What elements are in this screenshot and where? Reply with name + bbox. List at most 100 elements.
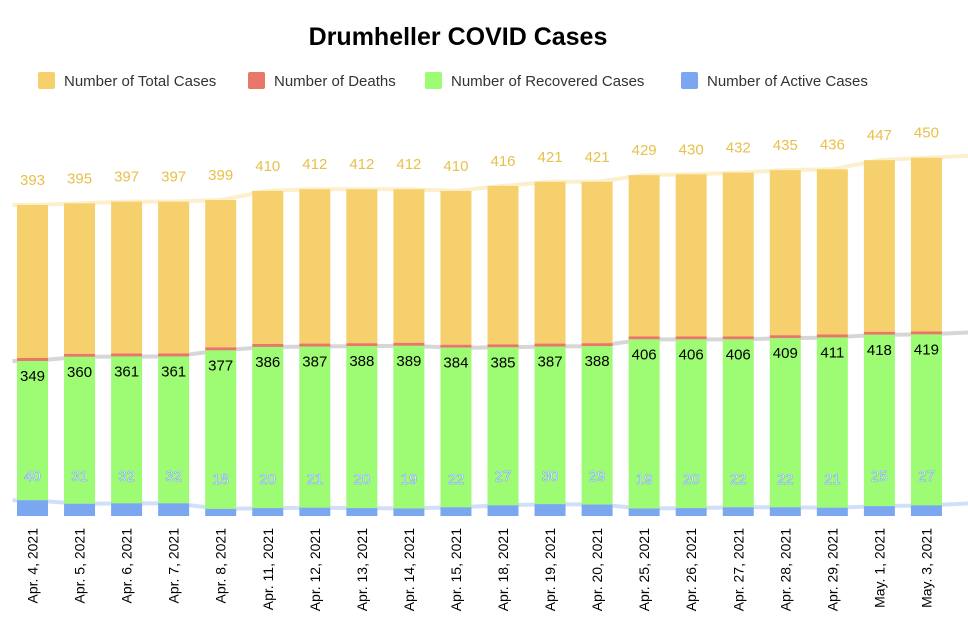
legend-swatch-2 [425,72,442,89]
bar-total [205,200,237,348]
bar-total [252,190,284,344]
label-total: 397 [161,169,186,186]
bar-active [205,508,237,516]
x-tick-label: Apr. 19, 2021 [542,528,558,612]
bar-deaths [158,353,190,357]
bar-total [346,189,378,344]
label-active: 27 [918,468,935,485]
x-tick-label: Apr. 12, 2021 [307,528,323,612]
label-total: 447 [867,127,892,144]
label-recovered: 388 [585,353,610,370]
label-active: 20 [354,471,371,488]
trend-active [12,498,968,511]
bar-active [440,507,472,516]
bar-active [487,505,519,516]
bar-recovered [252,346,284,509]
bar-recovered [299,346,331,508]
bar-total [816,169,848,335]
legend-swatch-3 [681,72,698,89]
bar-recovered [205,350,237,509]
bar-active [863,506,895,516]
bar-recovered [64,356,96,504]
label-total: 412 [349,156,374,173]
legend-label-0: Number of Total Cases [64,73,216,90]
legend: Number of Total Cases Number of Deaths Num… [38,72,868,90]
label-total: 399 [208,167,233,184]
bar-active [910,505,942,516]
bar-recovered [17,361,48,501]
label-active: 40 [24,468,41,485]
bar-active [393,508,425,516]
label-active: 20 [683,471,700,488]
label-recovered: 349 [20,368,45,385]
bar-deaths [534,343,566,347]
bar-total [440,190,472,345]
bar-total [675,174,707,337]
legend-label-3: Number of Active Cases [707,73,868,90]
x-tick-label: May. 3, 2021 [918,528,934,608]
x-tick-label: Apr. 28, 2021 [777,528,793,612]
label-recovered: 418 [867,342,892,359]
bar-active [252,508,284,516]
bars [17,157,942,516]
label-recovered: 361 [161,363,186,380]
bar-deaths [17,358,48,361]
bar-active [581,504,613,516]
bar-deaths [910,331,942,335]
bar-recovered [769,338,801,508]
label-recovered: 419 [914,341,939,358]
label-total: 412 [396,156,421,173]
label-recovered: 388 [349,353,374,370]
label-active: 22 [448,471,465,488]
bar-recovered [111,356,143,504]
bar-total [299,189,331,344]
label-recovered: 411 [820,344,844,361]
label-recovered: 387 [302,354,327,371]
bar-total [158,201,190,354]
bar-active [769,507,801,516]
bar-deaths [675,336,707,340]
x-tick-label: May. 1, 2021 [871,528,887,608]
trend-recovered [12,330,968,363]
bar-deaths [863,331,895,335]
label-total: 432 [726,140,751,157]
label-total: 412 [302,156,327,173]
label-recovered: 377 [208,357,233,374]
label-recovered: 387 [538,354,563,371]
bar-recovered [346,346,378,509]
bar-deaths [205,347,237,351]
label-recovered: 389 [396,353,421,370]
label-active: 30 [542,468,559,485]
bar-active [158,503,190,516]
trend-lines [12,153,968,511]
x-tick-label: Apr. 15, 2021 [448,528,464,612]
x-tick-label: Apr. 6, 2021 [119,528,135,604]
label-recovered: 360 [67,364,92,381]
x-tick-label: Apr. 11, 2021 [260,528,276,610]
bar-deaths [393,342,425,346]
bar-deaths [722,336,754,340]
label-total: 397 [114,169,139,186]
x-tick-label: Apr. 29, 2021 [824,528,840,612]
bar-active [722,507,754,516]
bar-recovered [487,347,519,506]
x-axis-ticks: Apr. 4, 2021 Apr. 5, 2021 Apr. 6, 2021 Apr.… [25,528,935,612]
label-total: 450 [914,125,939,142]
bar-active [64,503,96,516]
bar-active [816,507,848,516]
label-active: 22 [730,471,747,488]
label-active: 22 [777,471,794,488]
label-active: 21 [306,471,323,488]
bar-total [534,181,566,344]
bar-total [111,201,143,354]
label-total: 429 [632,142,657,159]
label-recovered: 409 [773,345,798,362]
bar-active [111,503,143,516]
label-recovered: 385 [490,354,515,371]
bar-total [910,157,942,332]
bar-recovered [863,334,895,507]
x-tick-label: Apr. 25, 2021 [636,528,652,612]
label-active: 29 [589,468,606,485]
bar-recovered [393,345,425,509]
bar-active [17,500,48,516]
